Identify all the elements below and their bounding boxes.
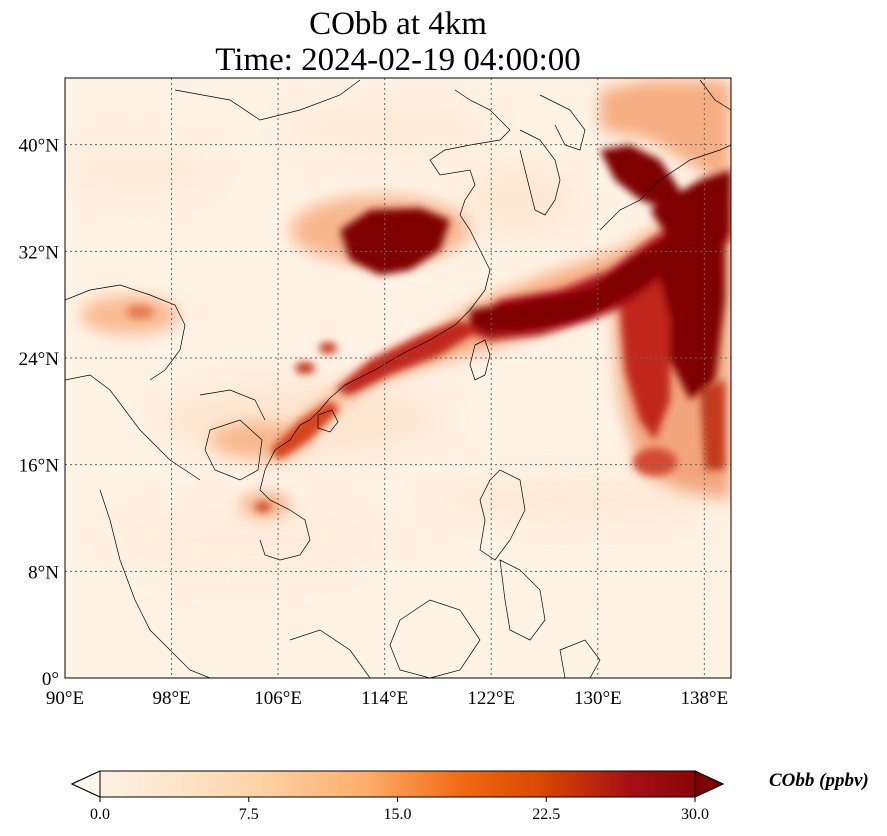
colorbar-tick-label: 30.0 bbox=[681, 806, 709, 823]
coastline bbox=[65, 79, 731, 678]
lon-tick-label: 106°E bbox=[254, 688, 302, 709]
lat-tick-label: 0° bbox=[42, 669, 59, 690]
lat-tick-label: 40°N bbox=[19, 136, 60, 157]
map-frame bbox=[64, 77, 732, 679]
lon-tick-label: 130°E bbox=[574, 688, 622, 709]
lon-tick-label: 122°E bbox=[467, 688, 515, 709]
lon-tick-label: 114°E bbox=[361, 688, 408, 709]
colorbar: 0.0 7.5 15.0 22.5 30.0 bbox=[70, 770, 725, 823]
lon-tick-label: 90°E bbox=[46, 688, 84, 709]
colorbar-tick-label: 7.5 bbox=[239, 806, 259, 823]
plot-time: Time: 2024-02-19 04:00:00 bbox=[215, 42, 581, 78]
cobb-field bbox=[65, 78, 731, 678]
colorbar-label: CObb (ppbv) bbox=[769, 770, 869, 791]
colorbar-ticks: 0.0 7.5 15.0 22.5 30.0 bbox=[90, 797, 709, 823]
gridlines bbox=[65, 78, 731, 678]
lat-tick-label: 24°N bbox=[19, 349, 60, 370]
lat-tick-labels: 0° 8°N 16°N 24°N 32°N 40°N bbox=[19, 136, 60, 690]
colorbar-tick-label: 22.5 bbox=[532, 806, 560, 823]
colorbar-bar bbox=[70, 770, 725, 798]
colorbar-extend-low bbox=[70, 770, 101, 798]
lon-tick-label: 138°E bbox=[681, 688, 729, 709]
map-panel: 90°E 98°E 106°E 114°E 122°E 130°E 138°E 0° 8°N 1… bbox=[19, 77, 732, 709]
colorbar-tick-label: 0.0 bbox=[90, 806, 110, 823]
plot-title: CObb at 4km bbox=[309, 6, 487, 42]
lon-tick-label: 98°E bbox=[152, 688, 190, 709]
lat-tick-label: 16°N bbox=[19, 456, 60, 477]
colorbar-extend-high bbox=[694, 770, 725, 798]
lat-tick-label: 8°N bbox=[28, 562, 59, 583]
lat-tick-label: 32°N bbox=[19, 242, 60, 263]
colorbar-tick-label: 15.0 bbox=[384, 806, 412, 823]
lon-tick-labels: 90°E 98°E 106°E 114°E 122°E 130°E 138°E bbox=[46, 688, 728, 709]
